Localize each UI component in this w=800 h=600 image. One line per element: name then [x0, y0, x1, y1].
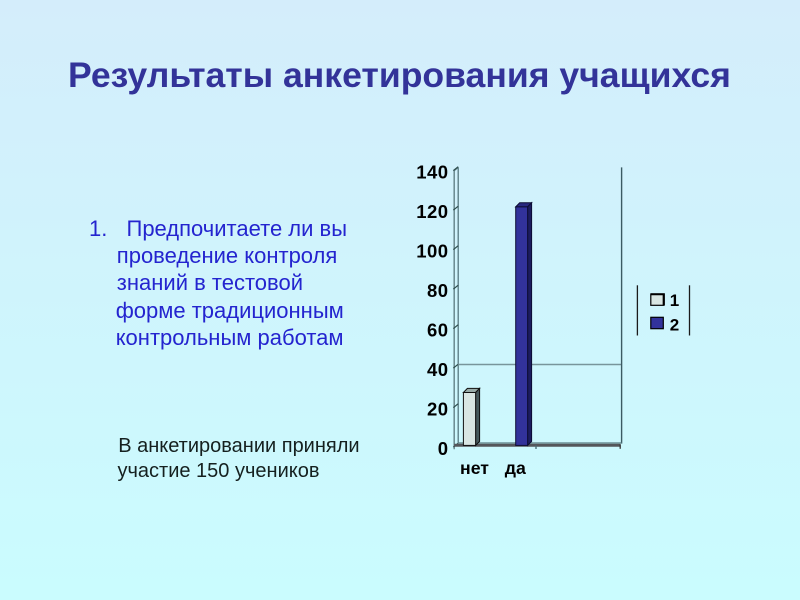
svg-text:1: 1 [670, 291, 679, 310]
svg-text:40: 40 [427, 359, 449, 380]
svg-text:0: 0 [438, 438, 449, 459]
svg-text:да: да [505, 458, 526, 478]
svg-text:20: 20 [427, 398, 449, 419]
svg-text:120: 120 [416, 201, 448, 222]
svg-text:60: 60 [427, 319, 449, 340]
svg-text:100: 100 [416, 240, 448, 261]
svg-text:80: 80 [427, 280, 449, 301]
svg-text:140: 140 [416, 161, 448, 182]
svg-text:нет: нет [460, 458, 489, 478]
svg-text:2: 2 [670, 315, 679, 334]
